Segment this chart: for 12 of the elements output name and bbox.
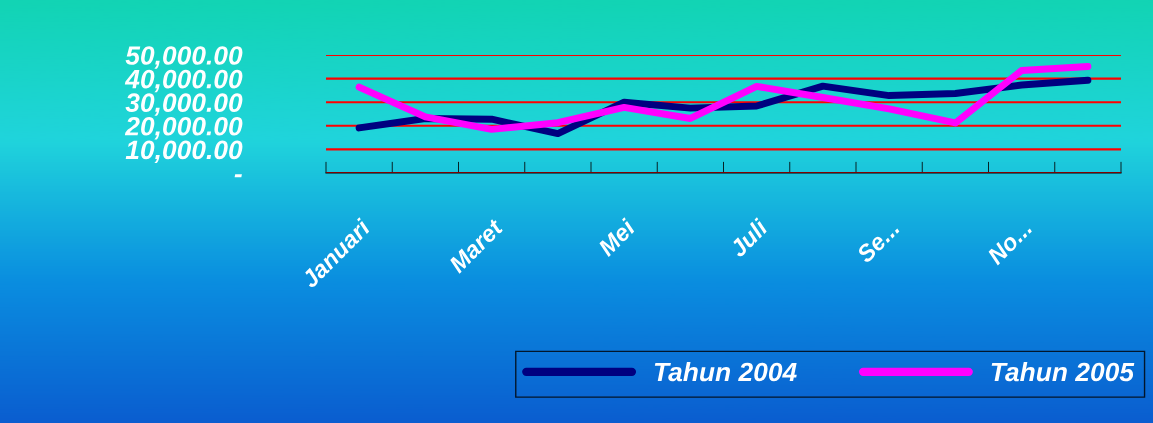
x-tick-label: Juli: [728, 217, 770, 259]
y-tick-label: 30,000.00: [125, 93, 243, 116]
y-tick-label: 10,000.00: [125, 140, 243, 164]
x-tick-label: No...: [986, 219, 1033, 266]
x-tick-label: Se...: [855, 219, 900, 264]
legend-label: Tahun 2005: [991, 361, 1135, 382]
y-tick-label: 50,000.00: [125, 46, 243, 69]
y-tick-label: 20,000.00: [124, 116, 243, 140]
y-tick-label: 40,000.00: [124, 69, 243, 93]
x-tick-label: Mei: [596, 217, 637, 258]
legend-label: Tahun 2004: [654, 361, 797, 382]
y-tick-label: -: [234, 174, 242, 178]
